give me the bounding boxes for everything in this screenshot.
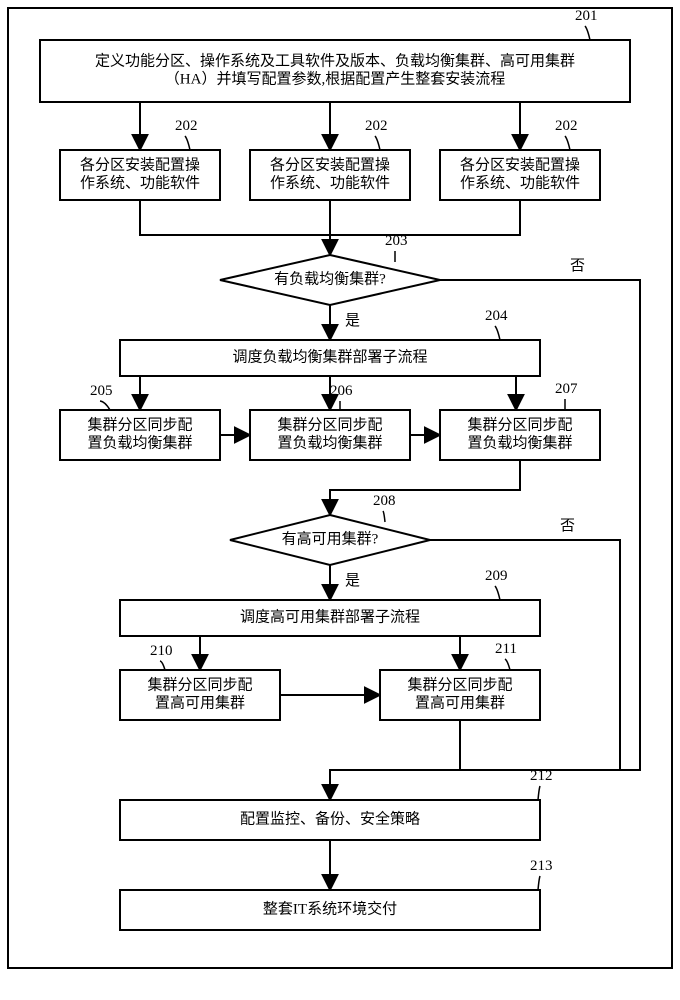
node-text: 集群分区同步配 <box>87 416 192 433</box>
node-text: 作系统、功能软件 <box>270 174 390 191</box>
edge-label: 否 <box>570 258 585 274</box>
node-n211: 集群分区同步配置高可用集群 <box>380 670 540 720</box>
node-text: 各分区安装配置操 <box>80 156 200 173</box>
node-n203: 有负载均衡集群? <box>220 255 440 305</box>
node-text: 集群分区同步配 <box>147 676 252 693</box>
node-n208: 有高可用集群? <box>230 515 430 565</box>
node-text: （HA）并填写配置参数,根据配置产生整套安装流程 <box>165 70 505 87</box>
node-n207: 集群分区同步配置负载均衡集群 <box>440 410 600 460</box>
edge <box>140 200 330 235</box>
node-text: 置高可用集群 <box>415 694 505 711</box>
ref-label: 212 <box>530 768 553 784</box>
nodes: 定义功能分区、操作系统及工具软件及版本、负载均衡集群、高可用集群（HA）并填写配… <box>40 40 630 930</box>
node-text: 有负载均衡集群? <box>274 270 386 287</box>
ref-label: 202 <box>365 118 388 134</box>
node-text: 整套IT系统环境交付 <box>263 899 397 917</box>
node-n212: 配置监控、备份、安全策略 <box>120 800 540 840</box>
node-n205: 集群分区同步配置负载均衡集群 <box>60 410 220 460</box>
node-text: 定义功能分区、操作系统及工具软件及版本、负载均衡集群、高可用集群 <box>95 52 575 69</box>
ref-label: 210 <box>150 643 173 659</box>
node-text: 各分区安装配置操 <box>460 156 580 173</box>
node-text: 集群分区同步配 <box>467 416 572 433</box>
ref-label: 201 <box>575 8 598 24</box>
flowchart: 是否是否定义功能分区、操作系统及工具软件及版本、负载均衡集群、高可用集群（HA）… <box>0 0 680 1000</box>
ref-label: 202 <box>175 118 198 134</box>
edge-label: 否 <box>560 518 575 534</box>
edge <box>330 720 460 800</box>
node-n204: 调度负载均衡集群部署子流程 <box>120 340 540 376</box>
node-text: 配置监控、备份、安全策略 <box>240 809 420 827</box>
ref-label: 209 <box>485 568 508 584</box>
node-text: 作系统、功能软件 <box>460 174 580 191</box>
node-text: 置负载均衡集群 <box>277 434 382 451</box>
node-text: 置负载均衡集群 <box>87 434 192 451</box>
node-text: 集群分区同步配 <box>407 676 512 693</box>
ref-label: 207 <box>555 381 578 397</box>
ref-label: 211 <box>495 641 517 657</box>
node-text: 有高可用集群? <box>282 530 379 547</box>
node-text: 集群分区同步配 <box>277 416 382 433</box>
node-n209: 调度高可用集群部署子流程 <box>120 600 540 636</box>
ref-label: 213 <box>530 858 553 874</box>
node-n202c: 各分区安装配置操作系统、功能软件 <box>440 150 600 200</box>
edge-label: 是 <box>345 313 360 329</box>
node-text: 调度负载均衡集群部署子流程 <box>232 348 427 365</box>
edge <box>330 200 520 235</box>
edge <box>330 540 620 770</box>
node-text: 置高可用集群 <box>155 694 245 711</box>
ref-label: 204 <box>485 308 508 324</box>
node-text: 各分区安装配置操 <box>270 156 390 173</box>
node-n213: 整套IT系统环境交付 <box>120 890 540 930</box>
node-n202b: 各分区安装配置操作系统、功能软件 <box>250 150 410 200</box>
ref-label: 205 <box>90 383 113 399</box>
edge <box>330 460 520 515</box>
ref-label: 203 <box>385 233 408 249</box>
node-n210: 集群分区同步配置高可用集群 <box>120 670 280 720</box>
edge-label: 是 <box>345 573 360 589</box>
node-n201: 定义功能分区、操作系统及工具软件及版本、负载均衡集群、高可用集群（HA）并填写配… <box>40 40 630 102</box>
node-text: 作系统、功能软件 <box>80 174 200 191</box>
node-text: 调度高可用集群部署子流程 <box>240 608 420 625</box>
node-text: 置负载均衡集群 <box>467 434 572 451</box>
node-n206: 集群分区同步配置负载均衡集群 <box>250 410 410 460</box>
ref-label: 208 <box>373 493 396 509</box>
ref-label: 206 <box>330 383 353 399</box>
ref-label: 202 <box>555 118 578 134</box>
node-n202a: 各分区安装配置操作系统、功能软件 <box>60 150 220 200</box>
